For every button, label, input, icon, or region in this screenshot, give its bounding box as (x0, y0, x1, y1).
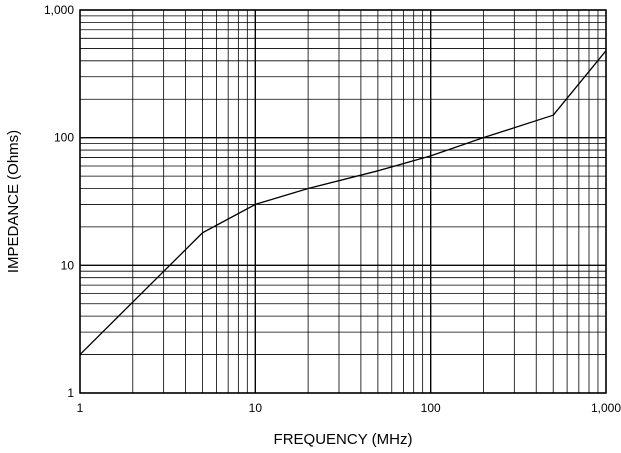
x-tick-label: 1,000 (591, 401, 621, 415)
plot-frame (79, 9, 607, 394)
impedance-curve (79, 50, 607, 356)
y-tick-label: 1 (67, 386, 74, 400)
x-tick-label: 100 (421, 401, 441, 415)
x-tick-labels: 1 10 100 1,000 (77, 401, 621, 415)
y-tick-label: 10 (61, 258, 75, 272)
x-tick-label: 10 (249, 401, 263, 415)
series-layer (79, 50, 607, 356)
y-axis-label: IMPEDANCE (Ohms) (5, 130, 22, 273)
grid (79, 9, 607, 394)
y-tick-label: 1,000 (44, 3, 74, 17)
x-axis-label: FREQUENCY (MHz) (274, 431, 413, 448)
y-tick-label: 100 (54, 131, 74, 145)
y-tick-labels: 1 10 100 1,000 (44, 3, 74, 400)
x-tick-label: 1 (77, 401, 84, 415)
